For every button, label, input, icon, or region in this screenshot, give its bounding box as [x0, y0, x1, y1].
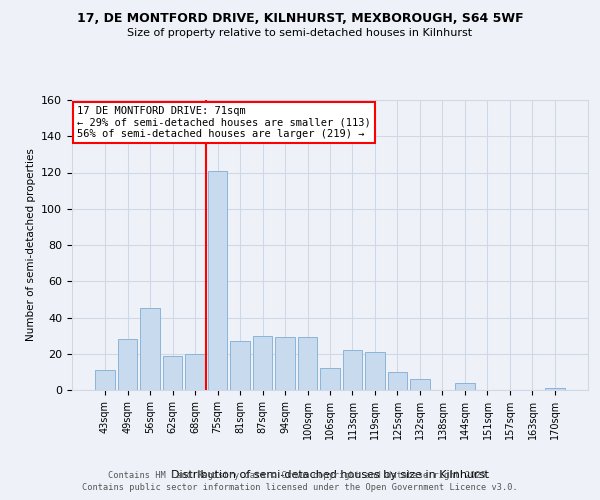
Bar	[455, 383, 475, 390]
Bar	[320, 368, 340, 390]
Bar	[140, 308, 160, 390]
Bar	[275, 338, 295, 390]
Bar	[208, 170, 227, 390]
Bar	[95, 370, 115, 390]
Bar	[545, 388, 565, 390]
Bar	[298, 338, 317, 390]
Bar	[410, 379, 430, 390]
Text: Contains HM Land Registry data © Crown copyright and database right 2025.
Contai: Contains HM Land Registry data © Crown c…	[82, 471, 518, 492]
Bar	[253, 336, 272, 390]
Bar	[185, 354, 205, 390]
Text: 17, DE MONTFORD DRIVE, KILNHURST, MEXBOROUGH, S64 5WF: 17, DE MONTFORD DRIVE, KILNHURST, MEXBOR…	[77, 12, 523, 26]
Bar	[230, 341, 250, 390]
Text: Distribution of semi-detached houses by size in Kilnhurst: Distribution of semi-detached houses by …	[171, 470, 489, 480]
Bar	[118, 339, 137, 390]
Bar	[163, 356, 182, 390]
Text: 17 DE MONTFORD DRIVE: 71sqm
← 29% of semi-detached houses are smaller (113)
56% : 17 DE MONTFORD DRIVE: 71sqm ← 29% of sem…	[77, 106, 371, 139]
Bar	[388, 372, 407, 390]
Bar	[343, 350, 362, 390]
Bar	[365, 352, 385, 390]
Text: Size of property relative to semi-detached houses in Kilnhurst: Size of property relative to semi-detach…	[127, 28, 473, 38]
Y-axis label: Number of semi-detached properties: Number of semi-detached properties	[26, 148, 35, 342]
